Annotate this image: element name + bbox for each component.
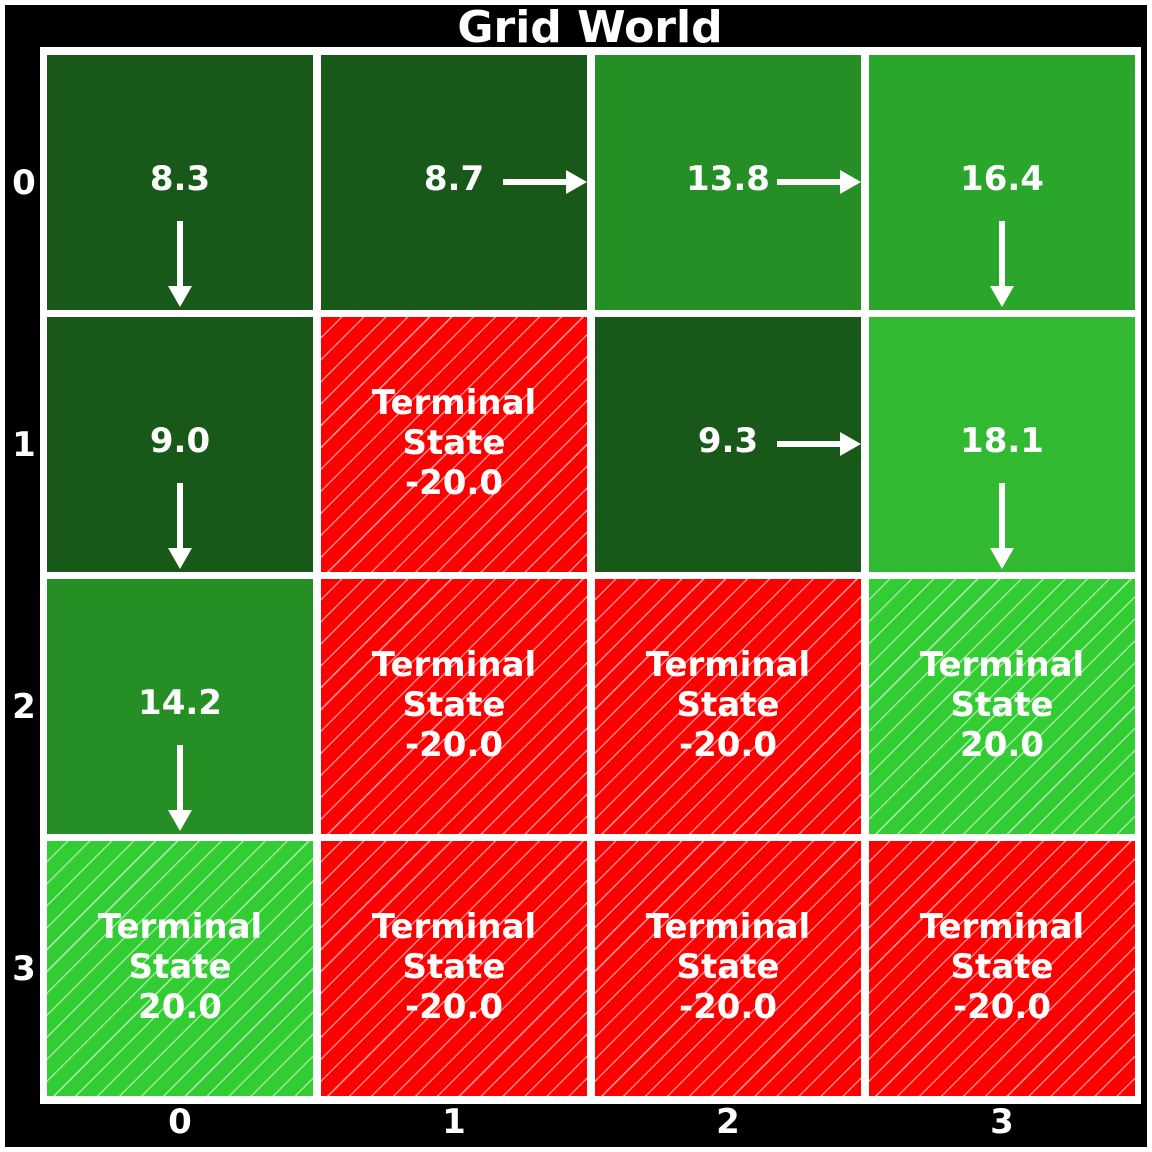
col-label: 0 <box>168 1102 192 1142</box>
state-cell: 18.1 <box>869 317 1135 572</box>
terminal-cell: Terminal State -20.0 <box>595 841 861 1096</box>
terminal-value: 20.0 <box>960 725 1044 765</box>
col-label: 2 <box>716 1102 740 1142</box>
terminal-text: State <box>128 947 232 987</box>
state-value: 9.0 <box>149 421 211 461</box>
state-value: 18.1 <box>960 421 1044 461</box>
col-label: 3 <box>990 1102 1014 1142</box>
terminal-text: State <box>950 947 1054 987</box>
terminal-text: Terminal <box>645 907 811 947</box>
terminal-text: Terminal <box>919 645 1085 685</box>
terminal-cell: Terminal State 20.0 <box>47 841 313 1096</box>
terminal-value: -20.0 <box>405 725 503 765</box>
policy-arrow-down-icon <box>990 221 1014 307</box>
row-label: 0 <box>12 162 36 203</box>
row-label: 1 <box>12 424 36 465</box>
state-cell: 16.4 <box>869 55 1135 310</box>
state-cell: 8.3 <box>47 55 313 310</box>
chart-title: Grid World <box>457 2 723 53</box>
terminal-text: State <box>402 423 506 463</box>
terminal-label: Terminal State -20.0 <box>321 907 587 1027</box>
terminal-label: Terminal State -20.0 <box>869 907 1135 1027</box>
terminal-text: Terminal <box>371 907 537 947</box>
state-value: 13.8 <box>686 159 770 199</box>
policy-arrow-down-icon <box>168 483 192 569</box>
policy-arrow-down-icon <box>168 221 192 307</box>
terminal-value: 20.0 <box>138 987 222 1027</box>
policy-arrow-right-icon <box>777 170 861 194</box>
terminal-value: -20.0 <box>953 987 1051 1027</box>
state-cell: 9.3 <box>595 317 861 572</box>
terminal-text: Terminal <box>919 907 1085 947</box>
state-value: 8.3 <box>149 159 211 199</box>
terminal-text: State <box>676 685 780 725</box>
policy-arrow-down-icon <box>990 483 1014 569</box>
terminal-text: Terminal <box>371 645 537 685</box>
terminal-text: Terminal <box>97 907 263 947</box>
policy-arrow-right-icon <box>503 170 587 194</box>
state-value: 14.2 <box>138 683 222 723</box>
row-label: 2 <box>12 686 36 727</box>
terminal-label: Terminal State -20.0 <box>595 907 861 1027</box>
terminal-text: State <box>676 947 780 987</box>
terminal-label: Terminal State -20.0 <box>595 645 861 765</box>
terminal-value: -20.0 <box>405 987 503 1027</box>
state-value: 8.7 <box>423 159 485 199</box>
terminal-text: State <box>950 685 1054 725</box>
col-label: 1 <box>442 1102 466 1142</box>
terminal-text: State <box>402 947 506 987</box>
terminal-cell: Terminal State -20.0 <box>595 579 861 834</box>
terminal-cell: Terminal State -20.0 <box>321 317 587 572</box>
grid-board: 8.3 8.7 13.8 16.4 9.0 Terminal State -20.0 9.3 18… <box>40 47 1141 1104</box>
terminal-value: -20.0 <box>405 463 503 503</box>
terminal-value: -20.0 <box>679 725 777 765</box>
state-cell: 14.2 <box>47 579 313 834</box>
state-cell: 13.8 <box>595 55 861 310</box>
state-value: 9.3 <box>697 421 759 461</box>
policy-arrow-down-icon <box>168 745 192 831</box>
state-cell: 9.0 <box>47 317 313 572</box>
state-cell: 8.7 <box>321 55 587 310</box>
terminal-label: Terminal State 20.0 <box>47 907 313 1027</box>
terminal-text: Terminal <box>645 645 811 685</box>
terminal-cell: Terminal State -20.0 <box>321 579 587 834</box>
terminal-value: -20.0 <box>679 987 777 1027</box>
terminal-label: Terminal State 20.0 <box>869 645 1135 765</box>
terminal-text: Terminal <box>371 383 537 423</box>
policy-arrow-right-icon <box>777 432 861 456</box>
row-label: 3 <box>12 948 36 989</box>
terminal-text: State <box>402 685 506 725</box>
terminal-cell: Terminal State -20.0 <box>869 841 1135 1096</box>
state-value: 16.4 <box>960 159 1044 199</box>
terminal-label: Terminal State -20.0 <box>321 645 587 765</box>
terminal-cell: Terminal State 20.0 <box>869 579 1135 834</box>
terminal-cell: Terminal State -20.0 <box>321 841 587 1096</box>
terminal-label: Terminal State -20.0 <box>321 383 587 503</box>
